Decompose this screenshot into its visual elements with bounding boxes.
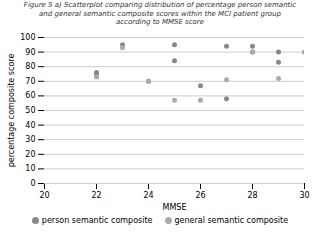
html-text:general semantic composite: general semantic composite bbox=[174, 215, 289, 225]
html-text:Figure 5 a) Scatterplot compar: Figure 5 a) Scatterplot comparing distri… bbox=[23, 1, 297, 26]
svg-text:50: 50 bbox=[25, 106, 35, 115]
svg-text:30: 30 bbox=[299, 191, 309, 200]
svg-text:10: 10 bbox=[25, 164, 35, 173]
html-text:person semantic composite: person semantic composite bbox=[41, 215, 153, 225]
svg-text:30: 30 bbox=[25, 135, 35, 144]
svg-text:28: 28 bbox=[247, 191, 257, 200]
svg-text:90: 90 bbox=[25, 47, 35, 56]
svg-text:70: 70 bbox=[25, 76, 35, 85]
svg-text:60: 60 bbox=[25, 91, 35, 100]
svg-text:0: 0 bbox=[30, 179, 35, 188]
svg-text:40: 40 bbox=[25, 120, 35, 129]
svg-text:80: 80 bbox=[25, 62, 35, 71]
svg-text:26: 26 bbox=[195, 191, 205, 200]
svg-text:percentage composite score: percentage composite score bbox=[7, 53, 16, 167]
svg-text:20: 20 bbox=[25, 149, 35, 158]
svg-text:MMSE: MMSE bbox=[163, 202, 187, 211]
svg-text:100: 100 bbox=[20, 33, 35, 42]
svg-text:20: 20 bbox=[39, 191, 49, 200]
svg-text:24: 24 bbox=[143, 191, 153, 200]
svg-text:22: 22 bbox=[91, 191, 101, 200]
